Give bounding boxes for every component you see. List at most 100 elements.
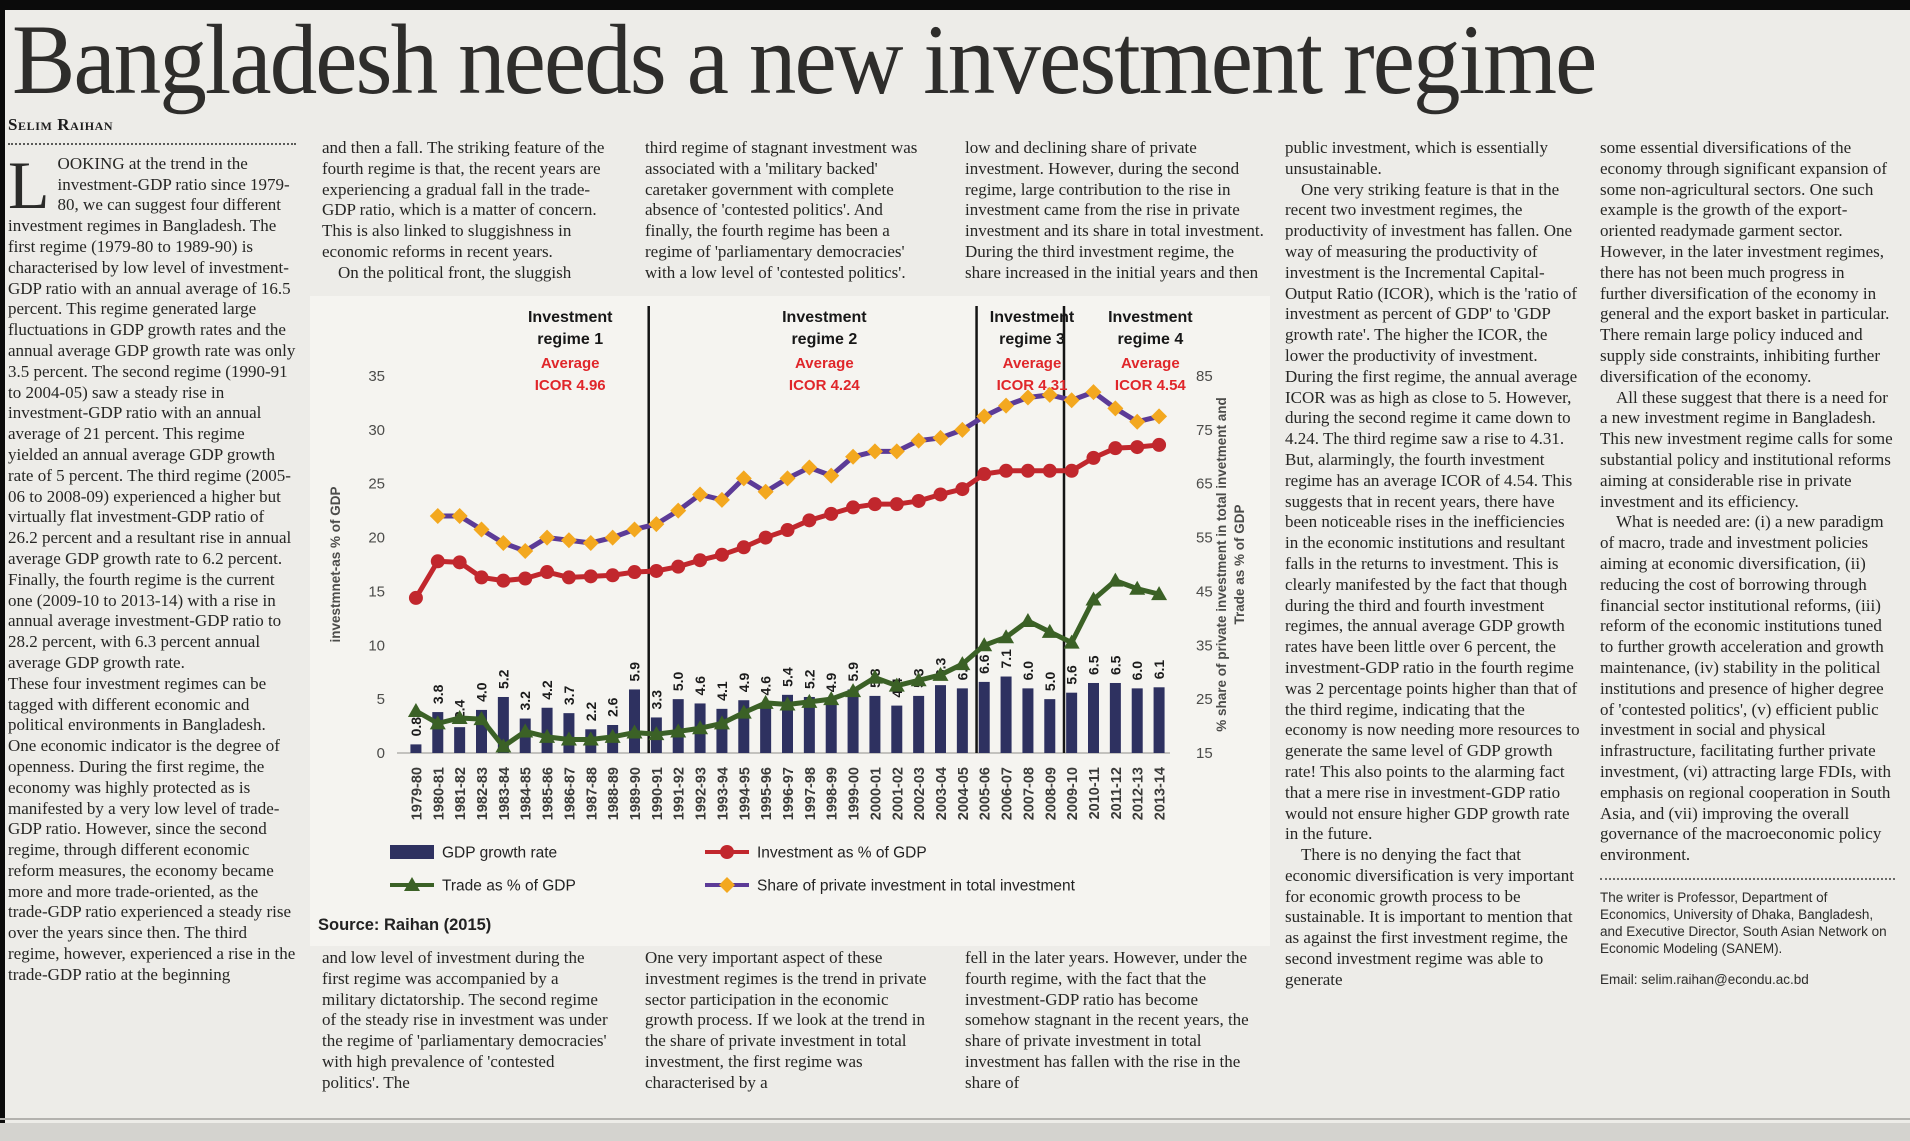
- svg-text:5.0: 5.0: [670, 671, 686, 691]
- svg-text:4.9: 4.9: [823, 673, 839, 693]
- svg-text:Average: Average: [1121, 355, 1180, 372]
- text-column-3-bottom: One very important aspect of these inves…: [645, 948, 933, 1116]
- svg-text:4.9: 4.9: [736, 673, 752, 693]
- svg-text:4.0: 4.0: [474, 682, 490, 702]
- bottom-divider: [0, 1118, 1910, 1120]
- paragraph: There is no denying the fact that econom…: [1285, 845, 1574, 989]
- svg-text:ICOR 4.96: ICOR 4.96: [535, 377, 606, 394]
- svg-text:25: 25: [1196, 691, 1213, 708]
- lead-paragraph: L OOKING at the trend in the investment-G…: [8, 146, 296, 674]
- svg-text:2.2: 2.2: [583, 702, 599, 722]
- svg-text:1985-86: 1985-86: [541, 767, 557, 820]
- svg-text:Average: Average: [541, 355, 600, 372]
- svg-text:3.2: 3.2: [517, 691, 533, 711]
- svg-text:2010-11: 2010-11: [1087, 767, 1103, 819]
- svg-text:45: 45: [1196, 583, 1213, 600]
- paragraph: One very important aspect of these inves…: [645, 948, 927, 1092]
- text-column-4-bottom: fell in the later years. However, under …: [965, 948, 1265, 1116]
- investment-regimes-chart-svg: 35 30 25 20 15 10 5 0 85 75 65 55 45 35 25 15 investmnet…: [318, 306, 1247, 934]
- svg-text:Average: Average: [1003, 355, 1062, 372]
- svg-text:1987-88: 1987-88: [584, 767, 600, 820]
- svg-text:6.1: 6.1: [1151, 660, 1167, 680]
- svg-text:1983-84: 1983-84: [497, 767, 513, 820]
- svg-text:2003-04: 2003-04: [934, 767, 950, 820]
- svg-text:2.6: 2.6: [605, 697, 621, 717]
- svg-text:Investment: Investment: [782, 309, 867, 326]
- text-column-1: Selim Raihan L OOKING at the trend in the…: [8, 115, 296, 1118]
- svg-text:1989-90: 1989-90: [628, 767, 644, 820]
- svg-text:2001-02: 2001-02: [890, 767, 906, 820]
- svg-text:4.6: 4.6: [692, 676, 708, 696]
- svg-text:Trade as % of GDP: Trade as % of GDP: [1232, 504, 1247, 624]
- svg-text:15: 15: [1196, 745, 1213, 762]
- svg-text:Source: Raihan (2015): Source: Raihan (2015): [318, 916, 491, 934]
- svg-text:2004-05: 2004-05: [956, 767, 972, 820]
- svg-text:0: 0: [377, 745, 385, 762]
- svg-text:1994-95: 1994-95: [737, 767, 753, 820]
- svg-text:1979-80: 1979-80: [409, 767, 425, 820]
- svg-text:2008-09: 2008-09: [1043, 767, 1059, 820]
- svg-text:Trade as % of GDP: Trade as % of GDP: [442, 878, 576, 895]
- svg-text:2013-14: 2013-14: [1153, 767, 1169, 820]
- svg-text:ICOR 4.31: ICOR 4.31: [997, 377, 1068, 394]
- svg-text:Average: Average: [795, 355, 854, 372]
- svg-text:5.0: 5.0: [1042, 671, 1058, 691]
- svg-text:1998-99: 1998-99: [825, 767, 841, 820]
- svg-text:65: 65: [1196, 476, 1213, 493]
- svg-text:6.5: 6.5: [1107, 655, 1123, 675]
- text-column-2-top: and then a fall. The striking feature of…: [322, 138, 614, 313]
- text-column-4-top: low and declining share of private inves…: [965, 138, 1265, 313]
- svg-text:2002-03: 2002-03: [912, 767, 928, 820]
- text-column-5: public investment, which is essentially …: [1285, 138, 1580, 1118]
- svg-text:1996-97: 1996-97: [781, 767, 797, 820]
- svg-text:1995-96: 1995-96: [759, 767, 775, 820]
- svg-text:5.2: 5.2: [495, 669, 511, 689]
- svg-text:5: 5: [377, 691, 385, 708]
- svg-text:2005-06: 2005-06: [978, 767, 994, 820]
- drop-cap: L: [8, 146, 50, 223]
- svg-text:1988-89: 1988-89: [606, 767, 622, 820]
- svg-text:4.2: 4.2: [539, 680, 555, 700]
- page-left-border: [0, 0, 5, 1141]
- svg-text:1980-81: 1980-81: [431, 767, 447, 820]
- svg-text:25: 25: [368, 476, 385, 493]
- svg-text:2009-10: 2009-10: [1065, 767, 1081, 820]
- svg-text:35: 35: [1196, 637, 1213, 654]
- svg-text:1986-87: 1986-87: [562, 767, 578, 820]
- svg-text:3.8: 3.8: [430, 684, 446, 704]
- paragraph: On the political front, the sluggish: [338, 262, 572, 282]
- svg-text:Share of private investment in: Share of private investment in total inv…: [757, 878, 1076, 895]
- svg-text:1990-91: 1990-91: [650, 767, 666, 820]
- svg-text:15: 15: [368, 583, 385, 600]
- svg-text:2006-07: 2006-07: [1000, 767, 1016, 820]
- svg-text:1984-85: 1984-85: [519, 767, 535, 820]
- svg-text:investmnet-as % of GDP: investmnet-as % of GDP: [328, 486, 343, 642]
- paragraph: and low level of investment during the f…: [322, 948, 608, 1092]
- svg-text:1997-98: 1997-98: [803, 767, 819, 820]
- svg-text:35: 35: [368, 368, 385, 385]
- svg-text:2007-08: 2007-08: [1021, 767, 1037, 820]
- page-top-border: [0, 0, 1910, 10]
- svg-text:1991-92: 1991-92: [672, 767, 688, 820]
- svg-text:4.6: 4.6: [758, 676, 774, 696]
- svg-text:1999-00: 1999-00: [847, 767, 863, 820]
- svg-text:3.3: 3.3: [648, 690, 664, 710]
- svg-text:75: 75: [1196, 422, 1213, 439]
- svg-text:ICOR 4.24: ICOR 4.24: [789, 377, 861, 394]
- svg-text:0.8: 0.8: [408, 717, 424, 737]
- lead-paragraph-text: OOKING at the trend in the investment-GD…: [8, 153, 296, 672]
- svg-text:regime 4: regime 4: [1117, 331, 1183, 348]
- paragraph: All these suggest that there is a need f…: [1600, 387, 1893, 511]
- byline-divider: [8, 138, 296, 145]
- svg-text:5.9: 5.9: [627, 662, 643, 682]
- svg-text:85: 85: [1196, 368, 1213, 385]
- paragraph: One very striking feature is that in the…: [1285, 179, 1580, 844]
- svg-text:6.6: 6.6: [976, 654, 992, 674]
- paragraph: public investment, which is essentially …: [1285, 138, 1548, 178]
- paragraph: These four investment regimes can be tag…: [8, 673, 296, 984]
- svg-text:1992-93: 1992-93: [694, 767, 710, 820]
- svg-text:2011-12: 2011-12: [1109, 767, 1125, 819]
- svg-text:5.2: 5.2: [801, 669, 817, 689]
- svg-text:30: 30: [368, 422, 385, 439]
